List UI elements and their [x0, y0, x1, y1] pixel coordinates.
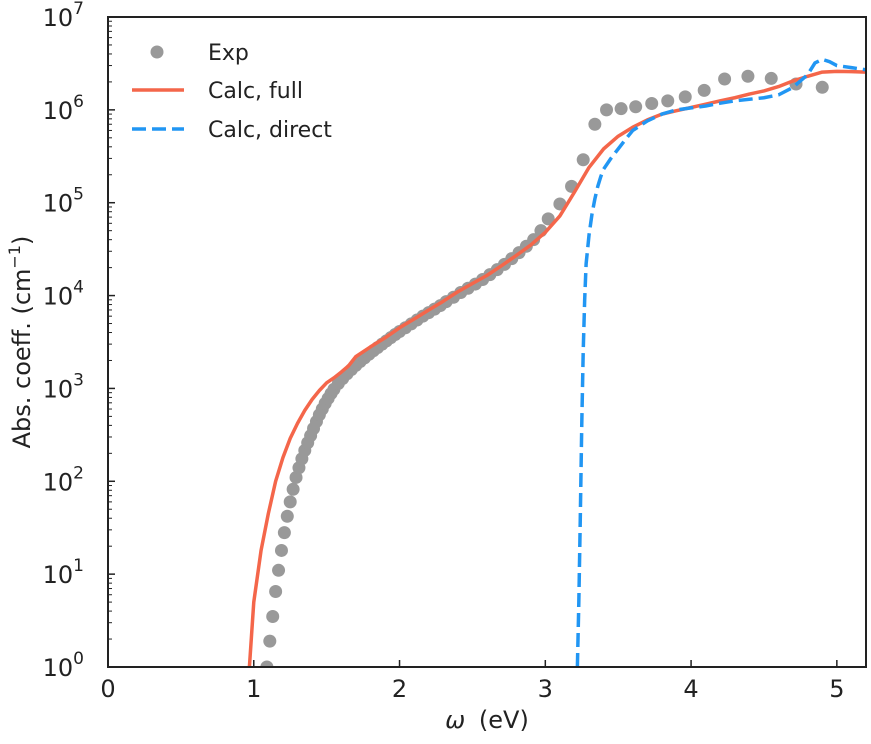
exp-point [277, 526, 291, 540]
exp-point [283, 495, 297, 509]
exp-point [697, 83, 711, 97]
exp-point [600, 103, 614, 117]
legend-calc-full-label: Calc, full [208, 79, 303, 104]
x-axis-label-symbol: ω [445, 706, 465, 734]
y-tick-label: 107 [43, 0, 84, 32]
y-tick-label: 102 [43, 463, 84, 496]
x-tick-label: 4 [683, 675, 698, 703]
y-tick-label: 101 [43, 556, 84, 589]
exp-point [280, 509, 294, 523]
x-axis-label: ω (eV) [445, 706, 529, 734]
exp-point [269, 585, 283, 599]
exp-point [260, 660, 274, 667]
exp-point [541, 212, 555, 226]
exp-point [266, 609, 280, 623]
exp-point [741, 69, 755, 83]
legend-exp-label: Exp [208, 41, 249, 66]
exp-point [764, 71, 778, 85]
legend: Exp Calc, full Calc, direct [132, 41, 332, 143]
exp-point [645, 97, 659, 111]
exp-point [527, 233, 541, 247]
legend-calc-direct-label: Calc, direct [208, 118, 332, 143]
exp-point [718, 72, 732, 86]
exp-point [263, 634, 277, 648]
y-tick-label: 100 [43, 649, 84, 682]
series-exp [260, 69, 829, 667]
y-tick-label: 104 [43, 278, 84, 311]
exp-point [815, 80, 829, 94]
y-axis-label-text: Abs. coeff. (cm [8, 269, 36, 449]
series-calc-full-line [247, 69, 866, 667]
exp-point [274, 543, 288, 557]
exp-point [588, 117, 602, 131]
x-tick-label: 0 [100, 675, 115, 703]
y-axis-label-close: ) [8, 236, 36, 245]
exp-point [576, 153, 590, 167]
x-tick-label: 2 [392, 675, 407, 703]
exp-point [678, 90, 692, 104]
exp-point [272, 563, 286, 577]
x-tick-label: 3 [538, 675, 553, 703]
x-axis: 0 1 2 3 4 5 [100, 660, 844, 703]
x-tick-label: 5 [829, 675, 844, 703]
y-axis-label-exponent: −1 [5, 245, 24, 269]
y-tick-label: 103 [43, 370, 84, 403]
y-tick-label: 106 [43, 92, 84, 125]
exp-point [553, 197, 567, 211]
x-axis-label-unit: (eV) [479, 706, 529, 734]
exp-point [661, 94, 675, 108]
exp-point [629, 100, 643, 114]
exp-point [614, 102, 628, 116]
series-layer [247, 57, 866, 667]
y-axis-label: Abs. coeff. (cm−1) [5, 236, 36, 449]
y-tick-label: 105 [43, 185, 84, 218]
plot-frame [107, 16, 867, 668]
y-axis: 100 101 102 103 104 105 106 107 [43, 0, 115, 682]
series-calc-direct-line [575, 57, 866, 667]
exp-point [286, 482, 300, 496]
x-tick-label: 1 [246, 675, 261, 703]
legend-exp-marker [150, 45, 164, 59]
